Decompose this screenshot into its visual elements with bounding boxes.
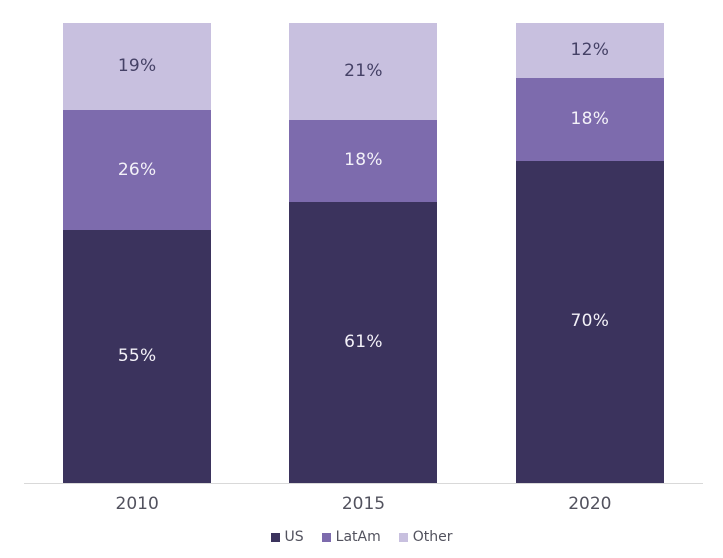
bar-segment-latam-2020: 18%	[515, 78, 664, 161]
bar-segment-us-2020: 70%	[515, 160, 664, 483]
legend-swatch-other	[398, 532, 408, 542]
legend: US LatAm Other	[0, 529, 723, 545]
segment-value-label: 18%	[570, 109, 610, 130]
bars-row: 19% 26% 55% 21% 18% 61% 12% 18% 70%	[24, 23, 703, 483]
segment-value-label: 61%	[344, 332, 383, 353]
bar-segment-us-2010: 55%	[63, 229, 212, 483]
x-axis-line	[24, 483, 703, 484]
bar-segment-other-2015: 21%	[289, 23, 438, 120]
segment-value-label: 18%	[344, 150, 383, 171]
x-axis-labels: 2010 2015 2020	[24, 494, 703, 514]
bar-segment-us-2015: 61%	[289, 202, 438, 483]
plot-area: 19% 26% 55% 21% 18% 61% 12% 18% 70%	[24, 23, 703, 483]
segment-value-label: 12%	[570, 40, 610, 61]
segment-value-label: 21%	[344, 60, 383, 81]
category-column-2020: 12% 18% 70%	[477, 23, 703, 483]
legend-swatch-latam	[321, 532, 331, 542]
legend-item-us: US	[270, 529, 304, 545]
legend-label-latam: LatAm	[335, 529, 381, 545]
legend-label-us: US	[284, 529, 304, 545]
segment-value-label: 19%	[117, 56, 157, 77]
segment-value-label: 55%	[117, 345, 157, 366]
bar-group-2010: 19% 26% 55%	[63, 23, 212, 483]
bar-segment-other-2010: 19%	[63, 23, 212, 111]
bar-group-2015: 21% 18% 61%	[289, 23, 438, 483]
segment-value-label: 70%	[570, 311, 610, 332]
x-axis-label-2015: 2015	[341, 494, 386, 514]
category-column-2015: 21% 18% 61%	[250, 23, 476, 483]
bar-segment-other-2020: 12%	[515, 23, 664, 79]
bar-segment-latam-2010: 26%	[63, 110, 212, 230]
legend-item-other: Other	[398, 529, 453, 545]
segment-value-label: 26%	[117, 159, 157, 180]
legend-label-other: Other	[412, 529, 453, 545]
x-axis-label-2020: 2020	[568, 494, 612, 514]
bar-group-2020: 12% 18% 70%	[515, 23, 664, 483]
bar-segment-latam-2015: 18%	[289, 119, 438, 203]
category-column-2010: 19% 26% 55%	[24, 23, 250, 483]
x-axis-label-2010: 2010	[115, 494, 159, 514]
legend-swatch-us	[270, 532, 280, 542]
legend-item-latam: LatAm	[321, 529, 381, 545]
